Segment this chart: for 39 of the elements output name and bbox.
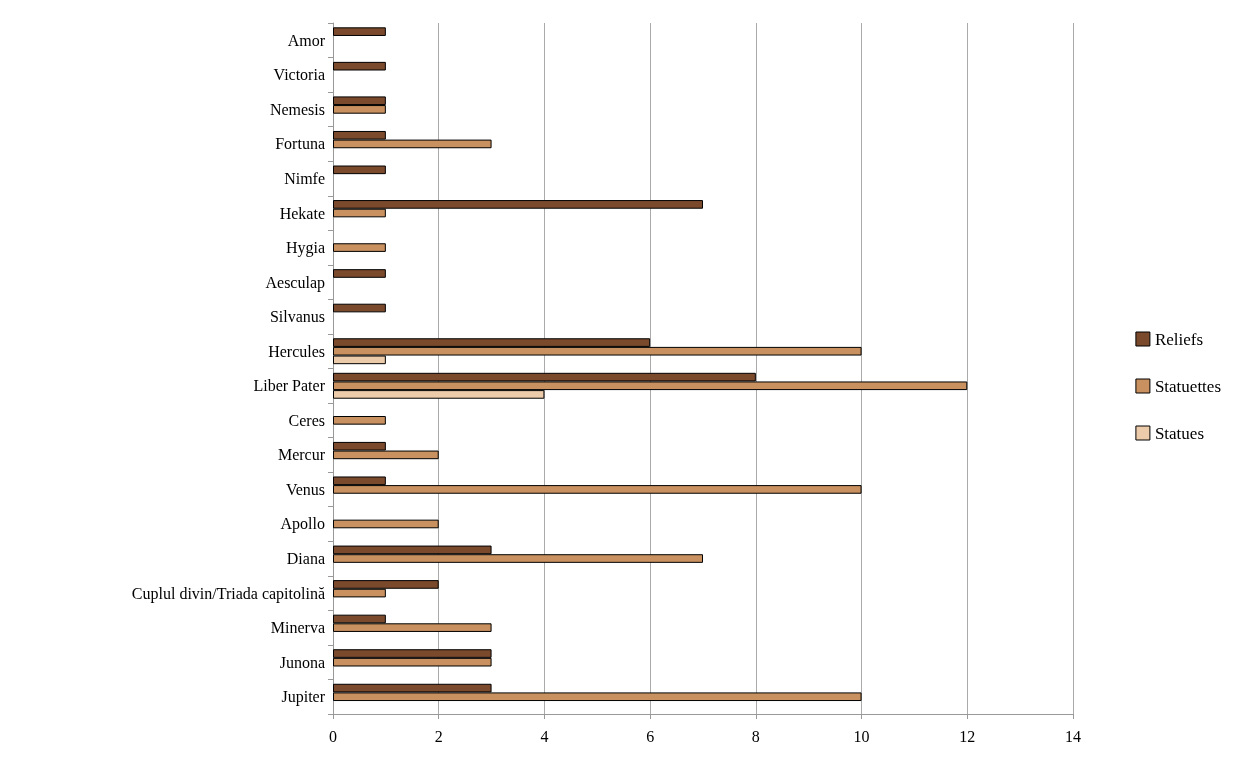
bar <box>333 269 386 278</box>
x-tick-label: 14 <box>1065 727 1081 745</box>
y-tick-label: Aesculap <box>265 273 325 292</box>
legend-label: Reliefs <box>1154 329 1204 349</box>
y-tick-label: Junona <box>279 653 325 671</box>
bar <box>333 519 439 529</box>
bar <box>333 303 386 313</box>
y-tick-label: Hygia <box>285 239 325 258</box>
legend-label: Statuettes <box>1154 376 1222 396</box>
bar <box>333 416 386 425</box>
y-tick-label: Diana <box>286 550 325 568</box>
bar <box>333 165 386 175</box>
y-tick-label: Liber Pater <box>253 377 326 395</box>
y-tick-label: Amor <box>287 31 326 49</box>
bar <box>333 243 386 252</box>
y-tick-label: Ceres <box>288 411 325 429</box>
x-tick-label: 6 <box>646 727 655 745</box>
y-tick-label: Nemesis <box>269 100 325 118</box>
x-tick-label: 2 <box>434 727 443 745</box>
y-tick-label: Silvanus <box>269 308 325 326</box>
x-tick-label: 10 <box>853 727 870 745</box>
y-tick-label: Fortuna <box>275 135 325 153</box>
x-tick-label: 8 <box>751 727 760 745</box>
y-tick-label: Apollo <box>280 515 325 534</box>
bar <box>333 61 386 71</box>
y-tick-label: Victoria <box>273 66 325 84</box>
bar <box>333 27 386 36</box>
y-tick-label: Cuplul divin/Triada capitolină <box>131 584 325 603</box>
x-tick-label: 4 <box>540 727 549 745</box>
y-tick-label: Venus <box>285 480 325 498</box>
x-tick-label: 12 <box>959 727 976 745</box>
y-tick-label: Mercur <box>277 446 326 464</box>
legend-label: Statues <box>1154 423 1205 443</box>
y-tick-label: Hekate <box>279 204 325 222</box>
y-tick-label: Jupiter <box>281 688 326 707</box>
y-tick-label: Hercules <box>268 342 325 360</box>
y-tick-label: Minerva <box>270 619 325 637</box>
x-tick-label: 0 <box>329 727 337 745</box>
y-tick-label: Nimfe <box>284 169 325 187</box>
